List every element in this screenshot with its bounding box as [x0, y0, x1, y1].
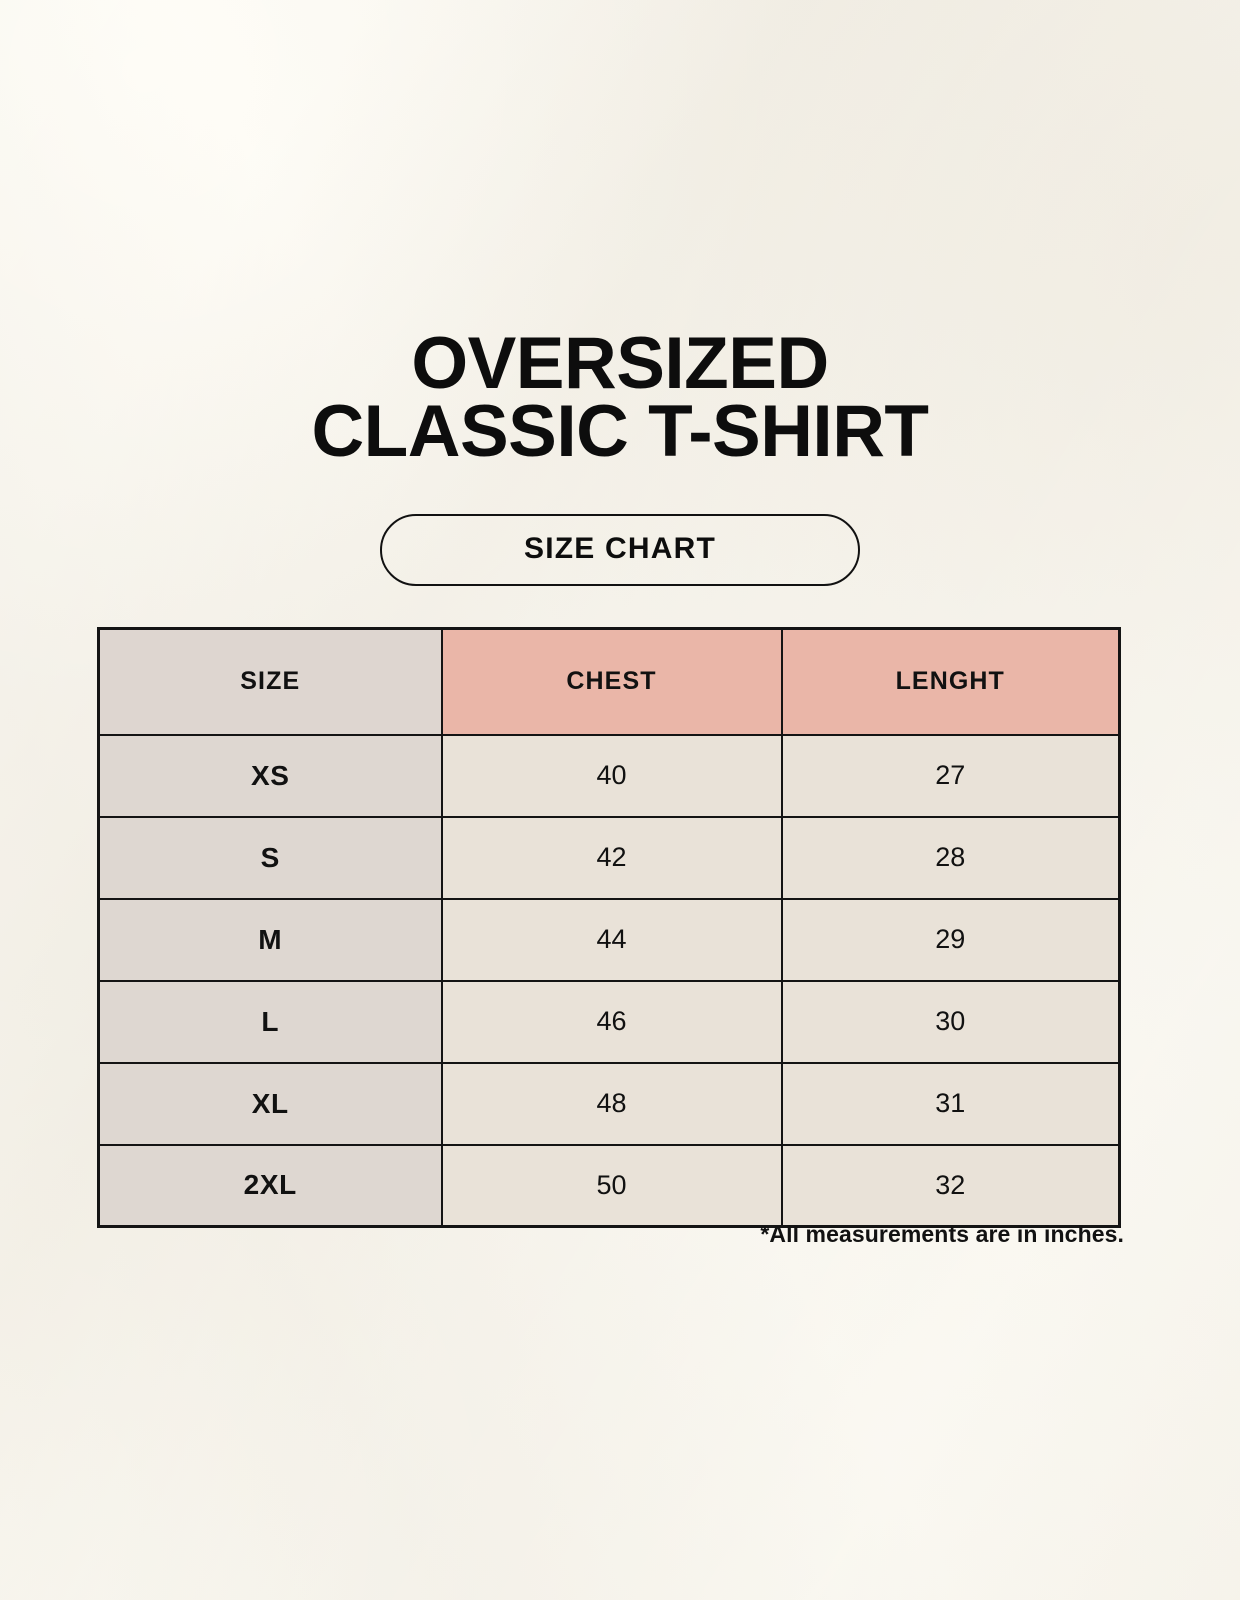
size-chart-pill-label: SIZE CHART	[380, 514, 860, 586]
page-title-line-2: CLASSIC T-SHIRT	[311, 391, 929, 472]
page-title: OVERSIZED CLASSIC T-SHIRT	[0, 323, 1240, 472]
cell-chest: 46	[440, 979, 783, 1064]
column-header-chest: CHEST	[440, 627, 783, 736]
cell-length: 28	[780, 815, 1121, 900]
table-row: XL 48 31	[97, 1061, 1121, 1146]
table-row: L 46 30	[97, 979, 1121, 1064]
cell-chest: 40	[440, 733, 783, 818]
cell-chest: 48	[440, 1061, 783, 1146]
cell-length: 32	[780, 1143, 1121, 1228]
table-row: S 42 28	[97, 815, 1121, 900]
cell-chest: 44	[440, 897, 783, 982]
cell-chest: 50	[440, 1143, 783, 1228]
cell-length: 31	[780, 1061, 1121, 1146]
column-header-length: LENGHT	[780, 627, 1121, 736]
table-row: 2XL 50 32	[97, 1143, 1121, 1228]
cell-length: 29	[780, 897, 1121, 982]
cell-size: M	[97, 897, 443, 982]
cell-size: S	[97, 815, 443, 900]
cell-chest: 42	[440, 815, 783, 900]
cell-length: 30	[780, 979, 1121, 1064]
cell-size: 2XL	[97, 1143, 443, 1228]
size-chart-pill-container: SIZE CHART	[0, 514, 1240, 586]
table-header: SIZE CHEST LENGHT	[97, 627, 1121, 736]
cell-length: 27	[780, 733, 1121, 818]
page-title-line-1: OVERSIZED	[411, 323, 829, 404]
cell-size: XL	[97, 1061, 443, 1146]
table-row: XS 40 27	[97, 733, 1121, 818]
table-header-row: SIZE CHEST LENGHT	[97, 627, 1121, 736]
size-chart-table: SIZE CHEST LENGHT XS 40 27 S 42 28 M 44 …	[97, 627, 1121, 1228]
measurements-footnote: *All measurements are in inches.	[760, 1221, 1124, 1247]
cell-size: L	[97, 979, 443, 1064]
table-row: M 44 29	[97, 897, 1121, 982]
cell-size: XS	[97, 733, 443, 818]
column-header-size: SIZE	[97, 627, 443, 736]
table-body: XS 40 27 S 42 28 M 44 29 L 46 30 XL 48	[97, 733, 1121, 1228]
